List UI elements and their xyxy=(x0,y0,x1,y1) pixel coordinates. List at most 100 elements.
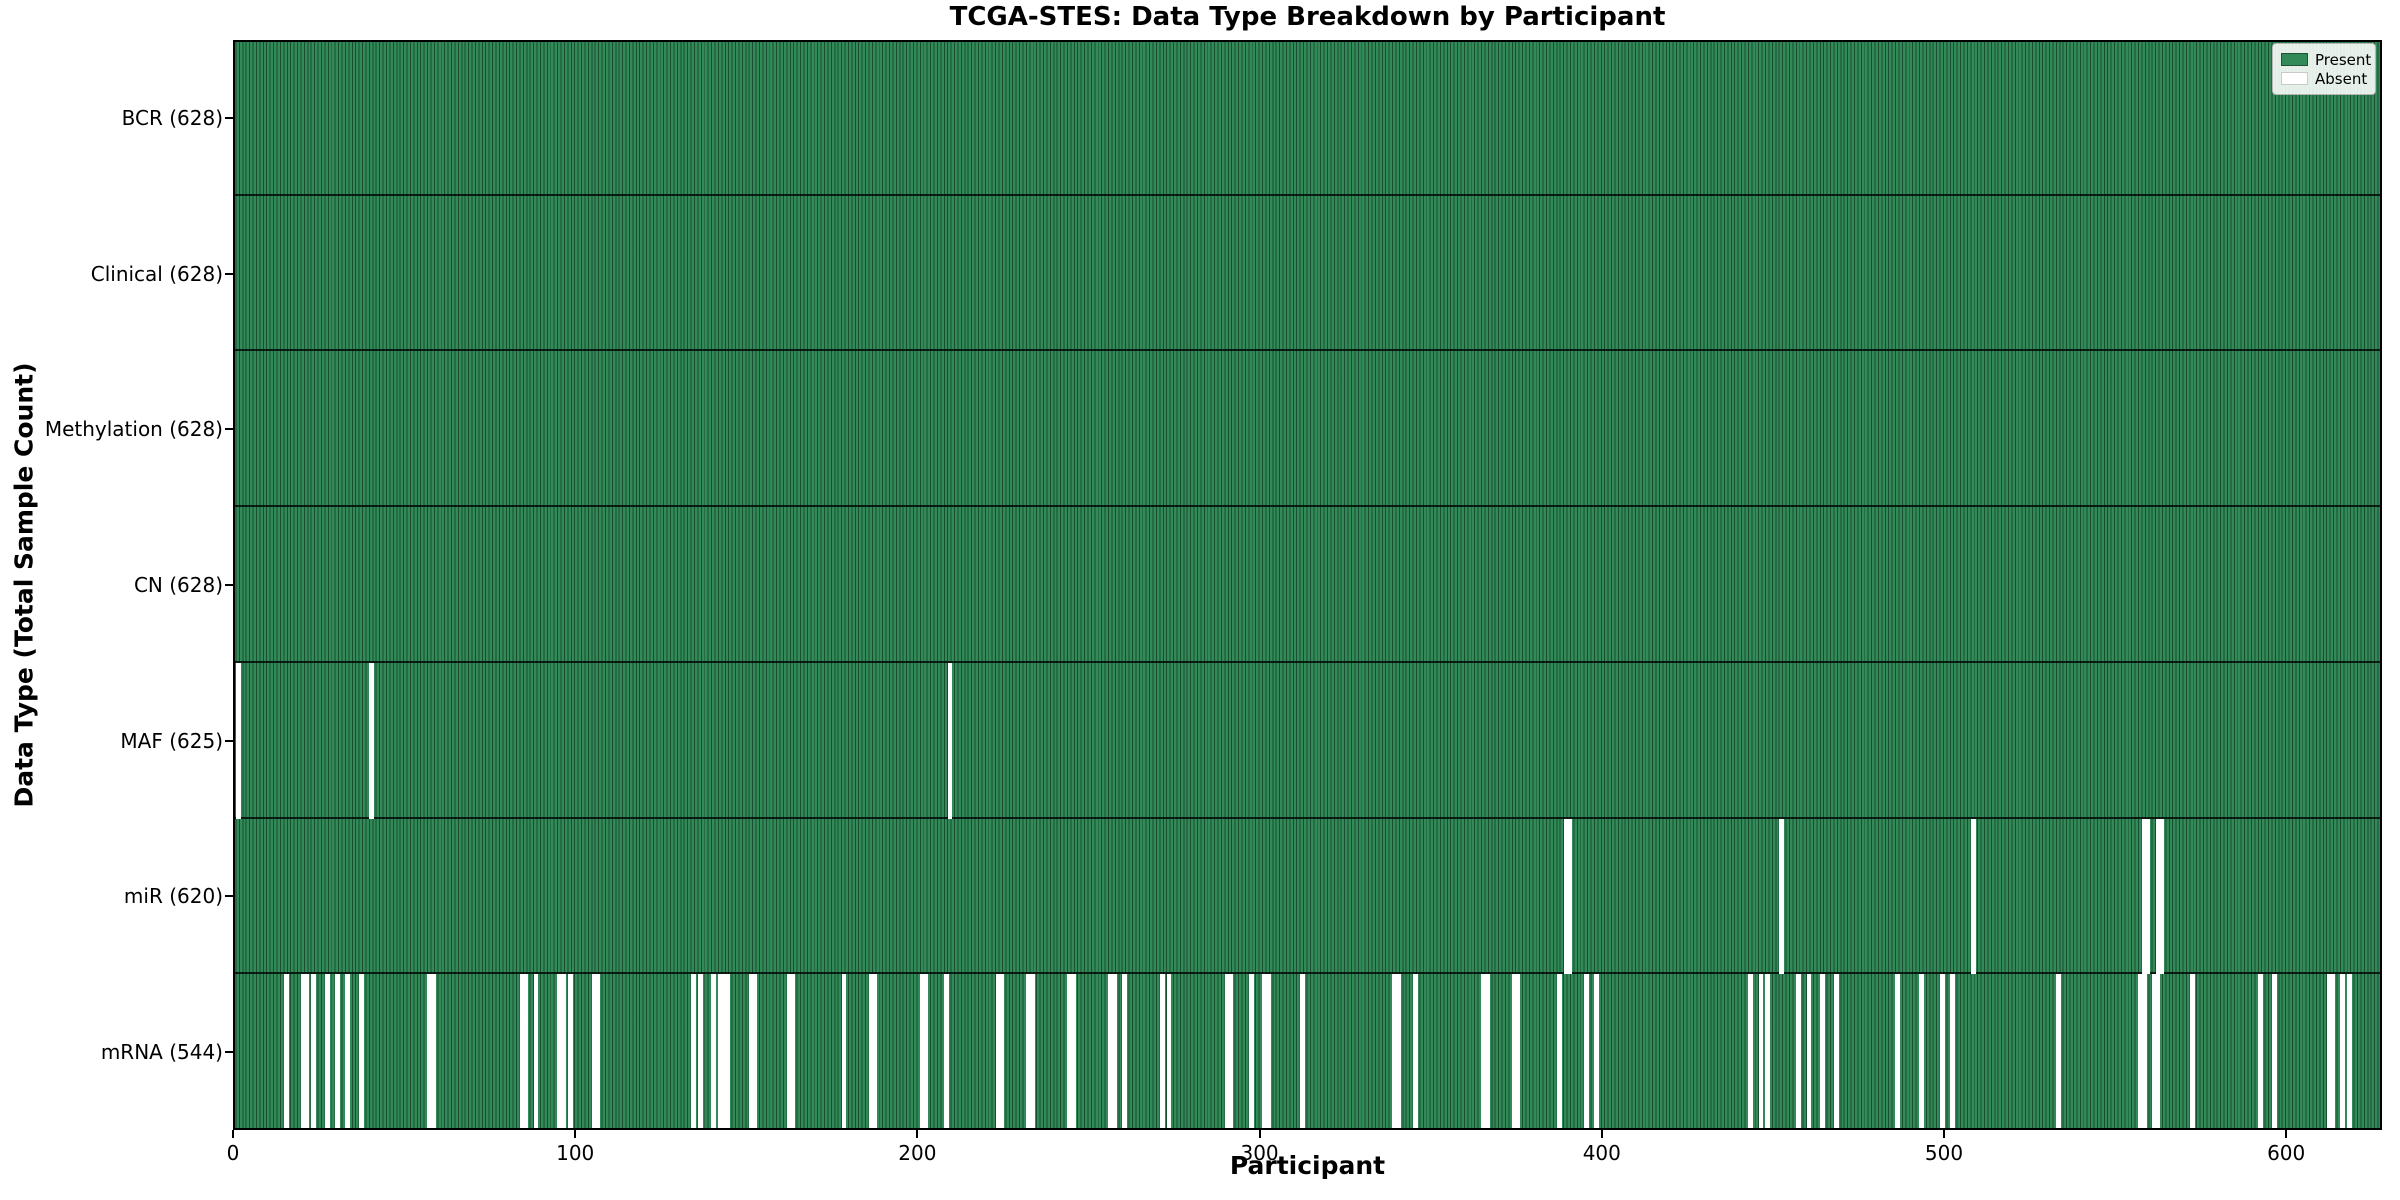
absent-mark xyxy=(311,974,316,1130)
y-tick-mark xyxy=(225,116,233,119)
absent-mark xyxy=(725,974,730,1130)
absent-mark xyxy=(430,974,436,1130)
absent-mark xyxy=(1248,974,1254,1130)
legend: Present Absent xyxy=(2272,43,2376,95)
absent-mark xyxy=(2141,974,2147,1130)
absent-mark xyxy=(1392,974,1398,1130)
row-mir xyxy=(233,818,2382,975)
x-axis-label: Participant xyxy=(1229,1151,1386,1180)
absent-mark xyxy=(868,974,874,1130)
legend-entry-present: Present xyxy=(2281,50,2371,69)
absent-mark xyxy=(1939,974,1945,1130)
y-tick-mark xyxy=(225,895,233,898)
x-tick-mark xyxy=(916,1130,919,1138)
absent-mark xyxy=(697,974,703,1130)
absent-mark xyxy=(1563,818,1569,975)
legend-present-swatch xyxy=(2281,53,2308,66)
y-tick-label-bcr: BCR (628) xyxy=(121,105,223,130)
absent-mark xyxy=(2155,818,2161,975)
plot-area xyxy=(233,40,2382,1130)
absent-mark xyxy=(560,974,566,1130)
absent-mark xyxy=(749,974,754,1130)
absent-mark xyxy=(1515,974,1521,1130)
legend-present-label: Present xyxy=(2315,50,2372,69)
absent-mark xyxy=(2152,974,2157,1130)
absent-mark xyxy=(1512,974,1518,1130)
absent-mark xyxy=(1806,974,1812,1130)
absent-mark xyxy=(1300,974,1305,1130)
x-tick-label-600: 600 xyxy=(2267,1141,2306,1165)
legend-absent-swatch xyxy=(2281,72,2308,85)
row-clinical xyxy=(233,196,2382,352)
absent-mark xyxy=(786,974,792,1130)
row-mrna xyxy=(233,974,2382,1130)
y-tick-label-mir: miR (620) xyxy=(123,884,223,909)
absent-mark xyxy=(427,974,433,1130)
absent-mark xyxy=(324,974,330,1130)
absent-mark xyxy=(1950,974,1956,1130)
absent-mark xyxy=(1584,974,1589,1130)
absent-mark xyxy=(1970,818,1976,975)
absent-mark xyxy=(711,974,717,1130)
y-tick-mark xyxy=(225,1051,233,1054)
absent-mark xyxy=(345,974,351,1130)
absent-mark xyxy=(1070,974,1076,1130)
absent-mark xyxy=(1395,974,1401,1130)
absent-mark xyxy=(1566,818,1572,975)
absent-mark xyxy=(595,974,600,1130)
x-tick-mark xyxy=(574,1130,577,1138)
absent-mark xyxy=(2155,974,2161,1130)
absent-mark xyxy=(923,974,929,1130)
x-tick-mark xyxy=(232,1130,234,1138)
absent-mark xyxy=(2271,974,2277,1130)
absent-mark xyxy=(557,974,563,1130)
absent-mark xyxy=(790,974,795,1130)
y-tick-label-maf: MAF (625) xyxy=(120,728,223,753)
absent-mark xyxy=(920,974,926,1130)
x-tick-mark xyxy=(2285,1130,2288,1138)
absent-mark xyxy=(359,974,364,1130)
absent-mark xyxy=(1481,974,1487,1130)
absent-mark xyxy=(235,662,241,819)
y-tick-label-cn: CN (628) xyxy=(133,573,223,597)
y-tick-label-mrna: mRNA (544) xyxy=(100,1040,223,1065)
absent-mark xyxy=(1748,974,1754,1130)
absent-mark xyxy=(335,974,340,1130)
x-tick-mark xyxy=(1258,1130,1261,1138)
x-tick-mark xyxy=(1942,1130,1945,1138)
absent-mark xyxy=(523,974,529,1130)
absent-mark xyxy=(841,974,847,1130)
absent-mark xyxy=(2340,974,2346,1130)
absent-mark xyxy=(533,974,539,1130)
absent-mark xyxy=(519,974,525,1130)
absent-mark xyxy=(1262,974,1268,1130)
absent-mark xyxy=(2258,974,2264,1130)
x-tick-label-300: 300 xyxy=(1240,1141,1279,1165)
absent-mark xyxy=(998,974,1004,1130)
absent-mark xyxy=(2326,974,2332,1130)
absent-mark xyxy=(1412,974,1418,1130)
absent-mark xyxy=(1556,974,1562,1130)
absent-mark xyxy=(872,974,878,1130)
absent-mark xyxy=(2145,818,2151,975)
absent-mark xyxy=(2141,818,2147,975)
y-tick-label-methylation: Methylation (628) xyxy=(44,417,223,442)
x-tick-label-500: 500 xyxy=(1924,1141,1964,1165)
absent-mark xyxy=(690,974,696,1130)
absent-mark xyxy=(1820,974,1825,1130)
absent-mark xyxy=(1029,974,1035,1130)
absent-mark xyxy=(1895,974,1901,1130)
absent-mark xyxy=(995,974,1001,1130)
legend-entry-absent: Absent xyxy=(2281,69,2367,88)
absent-mark xyxy=(2347,974,2352,1130)
x-tick-label-200: 200 xyxy=(898,1141,937,1165)
absent-mark xyxy=(1265,974,1271,1130)
absent-mark xyxy=(1067,974,1073,1130)
absent-mark xyxy=(1108,974,1114,1130)
absent-mark xyxy=(1111,974,1117,1130)
row-bcr xyxy=(233,40,2382,196)
x-tick-label-100: 100 xyxy=(556,1141,595,1165)
absent-mark xyxy=(1484,974,1490,1130)
legend-absent-label: Absent xyxy=(2315,69,2368,88)
absent-mark xyxy=(752,974,758,1130)
